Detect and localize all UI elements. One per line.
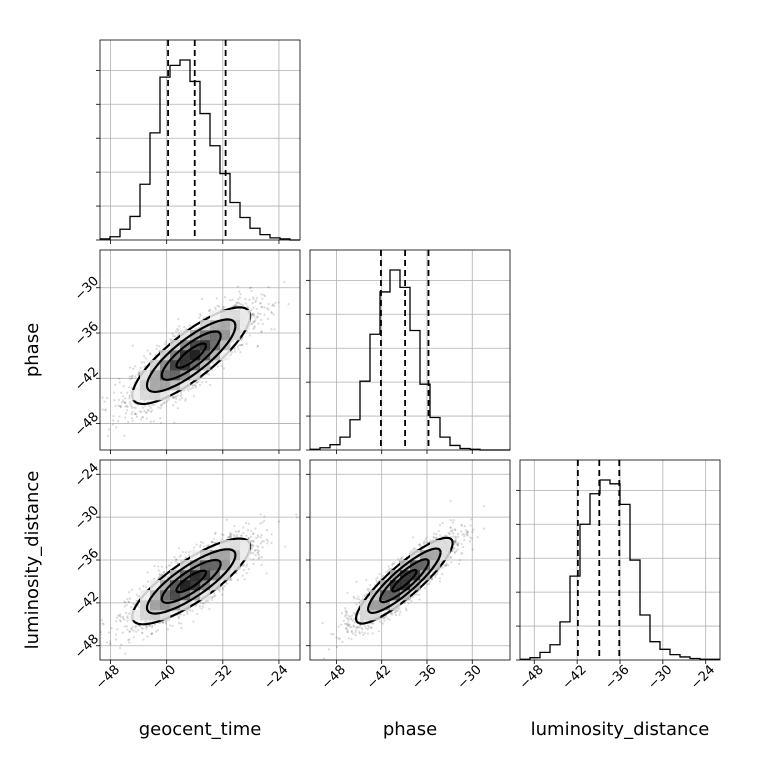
y-tick-label: −42	[72, 364, 102, 394]
x-tick-label: −36	[603, 663, 633, 693]
marginal-histogram-phase	[306, 249, 511, 451]
contour-level	[145, 548, 237, 615]
panel-frame	[99, 39, 301, 241]
x-tick-label: −42	[364, 663, 394, 693]
y-tick-label: −24	[72, 460, 102, 490]
contour-level	[145, 318, 237, 394]
histogram-step-line	[310, 269, 510, 451]
x-tick-label: −48	[93, 663, 123, 693]
panel-frame	[309, 249, 511, 451]
x-tick-label: −42	[560, 663, 590, 693]
panel-frame	[99, 249, 301, 451]
contour-level	[391, 568, 418, 593]
joint-panel-phase-luminosity_distance	[309, 459, 511, 661]
x-tick-label: −24	[261, 663, 291, 693]
y-tick-label: −30	[72, 274, 102, 304]
y-axis-label: phase	[22, 323, 43, 377]
y-tick-label: −48	[72, 632, 102, 662]
y-tick-label: −30	[72, 503, 102, 533]
marginal-histogram-geocent_time	[96, 39, 301, 241]
x-tick-label: −48	[319, 663, 349, 693]
x-tick-label: −48	[517, 663, 547, 693]
x-tick-label: −30	[645, 663, 675, 693]
contour-level	[175, 569, 208, 594]
x-tick-label: −24	[688, 663, 718, 693]
histogram-step-line	[100, 59, 300, 241]
contour-level	[366, 547, 442, 615]
x-tick-label: −30	[455, 663, 485, 693]
joint-panel-geocent_time-luminosity_distance	[99, 459, 301, 661]
y-tick-label: −36	[72, 319, 102, 349]
y-tick-label: −42	[72, 589, 102, 619]
y-axis-label: luminosity_distance	[22, 471, 43, 650]
x-axis-label: luminosity_distance	[531, 719, 710, 740]
x-tick-label: −32	[205, 663, 235, 693]
marginal-histogram-luminosity_distance	[516, 459, 721, 661]
x-axis-label: geocent_time	[139, 719, 262, 740]
x-axis-label: phase	[383, 719, 437, 740]
contour-level	[160, 558, 222, 605]
y-tick-label: −48	[72, 410, 102, 440]
x-tick-label: −40	[149, 663, 179, 693]
contour-level	[160, 330, 222, 381]
contour-level	[175, 342, 208, 369]
joint-panel-geocent_time-phase	[99, 249, 301, 451]
x-tick-label: −36	[410, 663, 440, 693]
y-tick-label: −36	[72, 546, 102, 576]
contour-level	[379, 558, 430, 604]
